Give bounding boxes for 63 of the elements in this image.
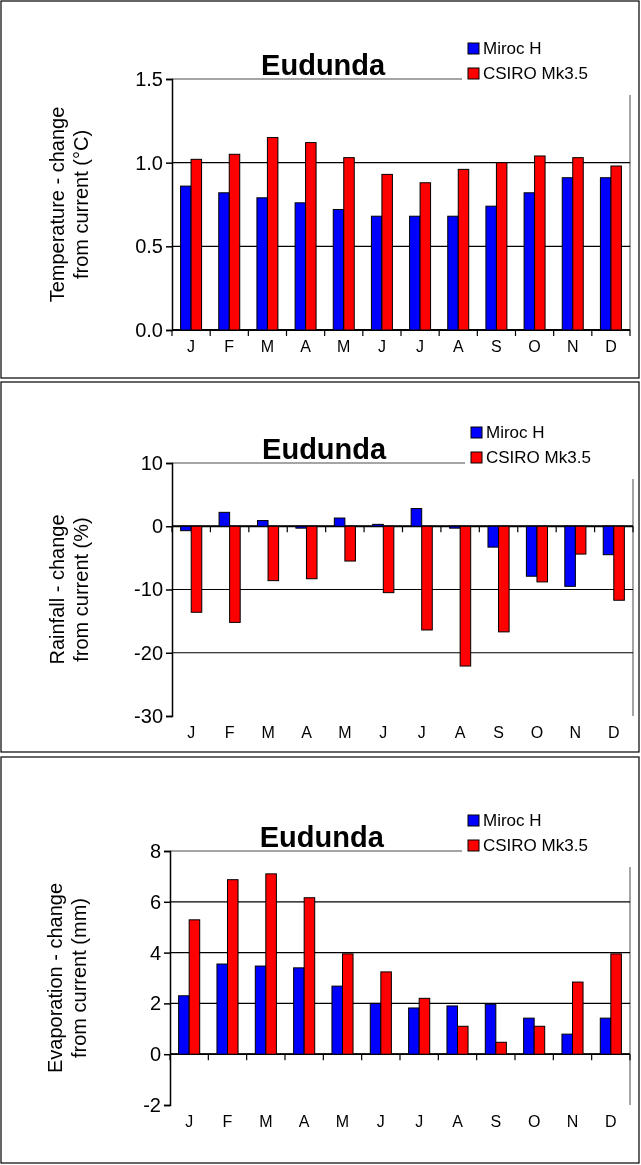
y-tick-label: 0.0 [135,318,163,341]
x-tick-label: D [605,338,617,356]
legend-label: CSIRO Mk3.5 [483,64,588,83]
y-tick-label: 6 [149,890,161,913]
legend-label: Miroc H [486,423,545,442]
x-tick-label: S [491,338,502,356]
legend-label: CSIRO Mk3.5 [486,448,591,467]
x-tick-label: S [490,1113,502,1131]
x-tick-label: M [337,338,351,356]
x-tick-label: J [417,724,426,742]
y-tick-label: -2 [143,1093,161,1116]
x-tick-label: J [376,1113,385,1131]
legend-label: CSIRO Mk3.5 [483,836,588,855]
x-tick-label: N [569,724,582,742]
legend-label: Miroc H [483,39,542,58]
x-tick-label: A [452,1113,464,1131]
y-tick-label: 0.5 [135,235,163,258]
x-tick-label: S [493,724,504,742]
chart-title: Eudunda [259,821,385,853]
chart-title: Eudunda [261,49,387,81]
y-tick-label: -20 [134,641,163,664]
x-tick-label: O [530,724,544,742]
x-tick-label: D [605,1113,617,1131]
y-axis-title: Rainfall - change from current (%) [46,514,92,665]
x-tick-label: F [222,1113,233,1131]
x-tick-label: J [379,724,388,742]
x-tick-label: O [527,1113,541,1131]
x-tick-label: A [452,338,464,356]
x-tick-label: A [301,724,313,742]
y-tick-label: 2 [149,992,161,1015]
x-tick-label: N [566,1113,579,1131]
x-tick-label: A [298,1113,310,1131]
y-tick-label: 4 [149,941,161,964]
y-tick-label: 0 [149,1043,161,1066]
y-tick-label: 8 [149,839,161,862]
x-tick-label: F [224,724,235,742]
x-tick-label: J [377,338,386,356]
x-tick-label: O [528,338,541,356]
x-tick-label: J [415,1113,424,1131]
legend-label: Miroc H [483,811,542,830]
x-tick-label: J [187,724,196,742]
x-tick-label: M [259,1113,273,1131]
x-tick-label: N [566,338,579,356]
y-axis-title: Evaporation - change from current (mm) [44,882,90,1074]
x-tick-label: A [300,338,312,356]
y-tick-label: 10 [140,451,163,474]
y-tick-label: 0 [151,515,163,538]
y-tick-label: -10 [134,578,163,601]
x-tick-label: D [608,724,620,742]
x-tick-label: J [185,1113,194,1131]
x-tick-label: J [187,338,196,356]
x-tick-label: M [260,338,275,356]
x-tick-label: M [335,1113,350,1131]
y-tick-label: 1.0 [135,151,163,174]
y-axis-title: Temperature - change from current (°C) [46,106,92,303]
chart-title: Eudunda [262,433,388,465]
x-tick-label: J [416,338,425,356]
x-tick-label: M [261,724,275,742]
y-tick-label: 1.5 [135,67,163,90]
x-tick-label: A [454,724,466,742]
x-tick-label: M [338,724,352,742]
x-tick-label: F [224,338,235,356]
y-tick-label: -30 [134,704,163,727]
